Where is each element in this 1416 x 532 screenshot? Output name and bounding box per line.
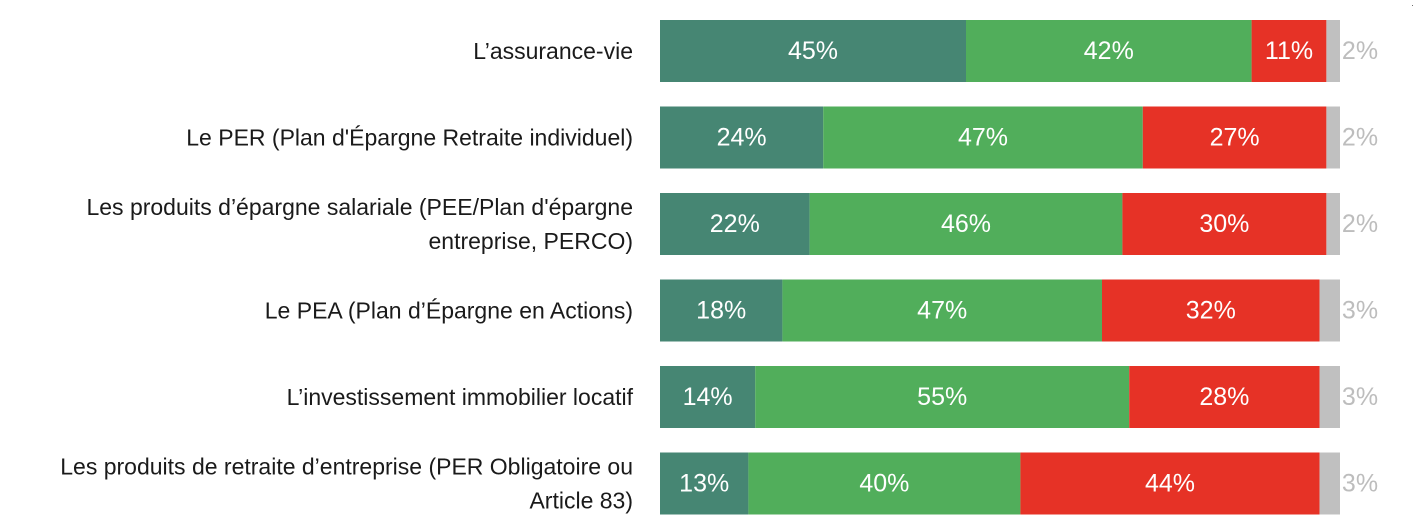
data-label: 14% [683, 383, 733, 411]
category-label: L’assurance-vie [473, 38, 633, 64]
bar-segment [1326, 106, 1340, 169]
data-label: 3% [1342, 470, 1378, 498]
bar-segment [748, 452, 1021, 515]
bar-segment [660, 193, 810, 255]
bar-segment [966, 20, 1252, 82]
bar-segment [809, 193, 1123, 255]
bar-segment [755, 366, 1130, 428]
bar-segment [1102, 279, 1320, 342]
data-label: 47% [917, 297, 967, 325]
data-label: 11% [1265, 37, 1313, 65]
bar-segment [660, 106, 824, 169]
data-label: 30% [1199, 210, 1249, 238]
bar-segment [782, 279, 1102, 342]
bar-segment [1142, 106, 1327, 169]
data-label: 42% [1084, 37, 1134, 65]
data-label: 40% [859, 470, 909, 498]
bar-segment [1319, 279, 1340, 342]
bar-segment [1251, 20, 1327, 82]
data-label: 46% [941, 210, 991, 238]
bar-segment [1122, 193, 1327, 255]
bar-segment [1020, 452, 1320, 515]
category-label: Article 83) [529, 488, 633, 514]
category-label: Le PER (Plan d'Épargne Retraite individu… [186, 125, 633, 151]
data-label: 2% [1342, 210, 1378, 238]
data-label: 24% [717, 124, 767, 152]
bar-segment [660, 366, 756, 428]
category-label: Les produits d’épargne salariale (PEE/Pl… [86, 194, 633, 220]
bar-segment [823, 106, 1143, 169]
data-label: 3% [1342, 383, 1378, 411]
data-label: 3% [1342, 297, 1378, 325]
bar-segment [660, 279, 783, 342]
category-label: L’investissement immobilier locatif [287, 384, 634, 410]
bar-segment [660, 452, 749, 515]
corner-mark: · [1411, 0, 1414, 10]
bar-segment [1326, 193, 1340, 255]
data-label: 22% [710, 210, 760, 238]
bar-segment [1319, 366, 1340, 428]
bar-segment [1319, 452, 1340, 515]
data-label: 44% [1145, 470, 1195, 498]
category-label: Les produits de retraite d’entreprise (P… [60, 454, 633, 480]
data-label: 13% [679, 470, 729, 498]
data-label: 32% [1186, 297, 1236, 325]
data-label: 2% [1342, 124, 1378, 152]
data-label: 45% [788, 37, 838, 65]
data-label: 47% [958, 124, 1008, 152]
data-label: 28% [1199, 383, 1249, 411]
bar-segment [1326, 20, 1340, 82]
data-label: 55% [917, 383, 967, 411]
bar-segment [1129, 366, 1320, 428]
data-label: 27% [1210, 124, 1260, 152]
category-label: entreprise, PERCO) [428, 228, 633, 254]
bar-segment [660, 20, 966, 82]
data-label: 18% [696, 297, 746, 325]
data-label: 2% [1342, 37, 1378, 65]
category-label: Le PEA (Plan d’Épargne en Actions) [265, 298, 633, 324]
